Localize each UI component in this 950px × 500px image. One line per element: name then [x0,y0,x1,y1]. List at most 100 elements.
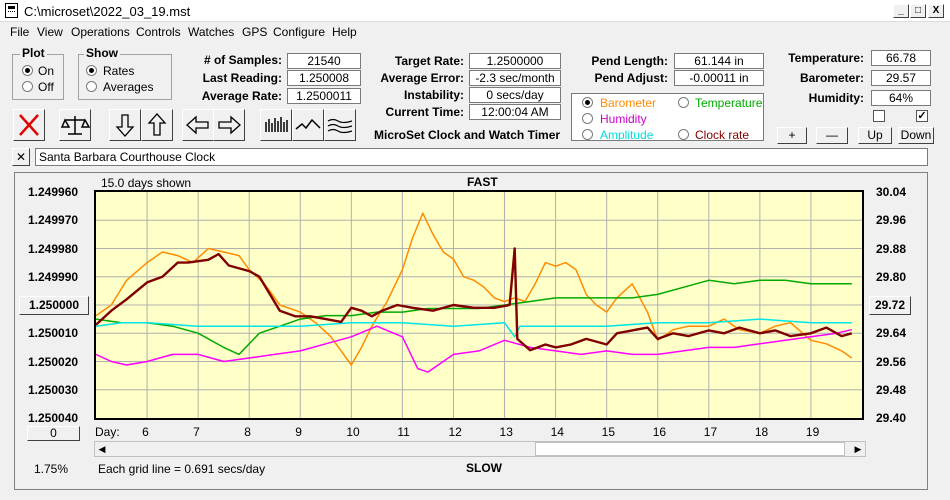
menu-view[interactable]: View [37,25,63,39]
calibrate-button[interactable] [59,109,91,141]
lines-icon [327,118,353,134]
menu-operations[interactable]: Operations [71,25,130,39]
clock-rate-radio[interactable] [678,129,689,140]
last-reading-label: Last Reading: [202,71,282,85]
arrow-left-button[interactable] [182,109,214,141]
y-right-tick: 30.04 [876,185,907,199]
scroll-right-icon[interactable]: ▶ [854,444,862,454]
y-left-tick: 1.249990 [28,269,79,284]
checkbox-2[interactable]: ✓ [916,110,928,122]
show-group-title: Show [84,46,120,60]
arrow-right-button[interactable] [213,109,245,141]
current-time-label: Current Time: [385,105,464,119]
x-icon [19,114,39,136]
amplitude-radio[interactable] [582,129,593,140]
pend-length-label: Pend Length: [591,54,668,68]
clock-rate-label: Clock rate [695,128,750,142]
x-tick: 19 [805,425,820,439]
x-tick: 7 [193,425,200,439]
clock-name-input[interactable]: Santa Barbara Courthouse Clock [35,148,928,166]
y-left-tick: 1.250030 [28,382,79,397]
close-button[interactable]: X [928,4,944,18]
lines-view-button[interactable] [324,109,356,141]
minus-button[interactable]: — [816,127,848,144]
bars-icon [265,117,288,132]
x-tick: 17 [703,425,718,439]
series-line-humidity [95,325,852,373]
series-line-rate [95,247,853,352]
temperature-label: Temperature [695,96,763,110]
arrow-left-icon [186,115,209,135]
title-bar: C:\microset\2022_03_19.mst _ □ X [0,0,950,22]
pend-length-field: 61.144 in [674,53,764,69]
clear-clock-name-button[interactable]: ✕ [12,148,30,166]
humidity-radio[interactable] [582,113,593,124]
arrow-right-icon [218,115,241,135]
temperature-radio[interactable] [678,97,689,108]
slow-label: SLOW [466,461,502,475]
target-rate-label: Target Rate: [394,54,464,68]
pend-adjust-field: -0.00011 in [674,70,764,86]
app-name: MicroSet Clock and Watch Timer [374,128,561,142]
scroll-left-icon[interactable]: ◀ [98,444,106,454]
menu-file[interactable]: File [10,25,30,39]
x-tick: 15 [601,425,616,439]
x-tick: 16 [652,425,667,439]
x-tick: 11 [397,425,410,439]
bar-view-button[interactable] [260,109,292,141]
humidity-label: Humidity [600,112,647,126]
fast-label: FAST [467,175,498,189]
menu-gps[interactable]: GPS [242,25,268,39]
menu-help[interactable]: Help [332,25,357,39]
show-averages-radio[interactable] [86,81,97,92]
day-axis-label: Day: [95,425,120,439]
menu-configure[interactable]: Configure [273,25,326,39]
window-title: C:\microset\2022_03_19.mst [24,4,191,19]
zero-button[interactable]: 0 [27,426,80,441]
samples-field: 21540 [287,53,361,69]
series-line-barometer [95,212,853,366]
plot-group-title: Plot [20,46,47,60]
wave-icon [295,118,321,130]
plus-button[interactable]: + [777,127,807,144]
show-rates-radio[interactable] [86,65,97,76]
y-right-tick: 29.88 [876,241,907,256]
plot-off-radio[interactable] [22,81,33,92]
instability-label: Instability: [403,88,464,102]
y-left-tick: 1.250020 [28,354,79,369]
instability-field: 0 secs/day [469,87,561,103]
chart-svg [95,192,862,418]
menu-controls[interactable]: Controls [136,25,181,39]
menu-watches[interactable]: Watches [188,25,235,39]
target-rate-field: 1.2500000 [469,53,561,69]
wave-view-button[interactable] [292,109,324,141]
barometer-reading-label: Barometer: [799,71,864,85]
y-left-tick: 1.249960 [28,185,79,199]
down-button[interactable]: Down [898,127,934,144]
rate-center-button[interactable]: 1.250000 [19,296,89,315]
horizontal-scrollbar[interactable]: ◀ ▶ [94,441,866,457]
y-right-tick: 29.80 [876,269,907,284]
average-rate-label: Average Rate: [201,89,282,103]
arrow-down-button[interactable] [109,109,141,141]
x-tick: 8 [244,425,251,439]
days-shown-label: 15.0 days shown [101,176,192,190]
plot-on-radio[interactable] [22,65,33,76]
barometer-radio[interactable] [582,97,593,108]
series-line-temperature [95,279,852,356]
barometer-field: 29.57 [871,70,931,86]
maximize-button[interactable]: □ [910,4,926,18]
arrow-up-button[interactable] [141,109,173,141]
show-averages-label: Averages [103,80,154,94]
up-button[interactable]: Up [858,127,892,144]
pend-adjust-label: Pend Adjust: [594,71,668,85]
checkbox-1[interactable] [873,110,885,122]
x-tick: 18 [754,425,769,439]
baro-center-button[interactable]: 29.72 [869,296,911,315]
minimize-button[interactable]: _ [893,4,909,18]
scroll-thumb[interactable] [535,442,845,456]
menu-bar: File View Operations Controls Watches GP… [0,22,950,42]
stop-button[interactable] [13,109,45,141]
arrow-down-icon [115,114,135,137]
current-time-field: 12:00:04 AM [469,104,561,120]
